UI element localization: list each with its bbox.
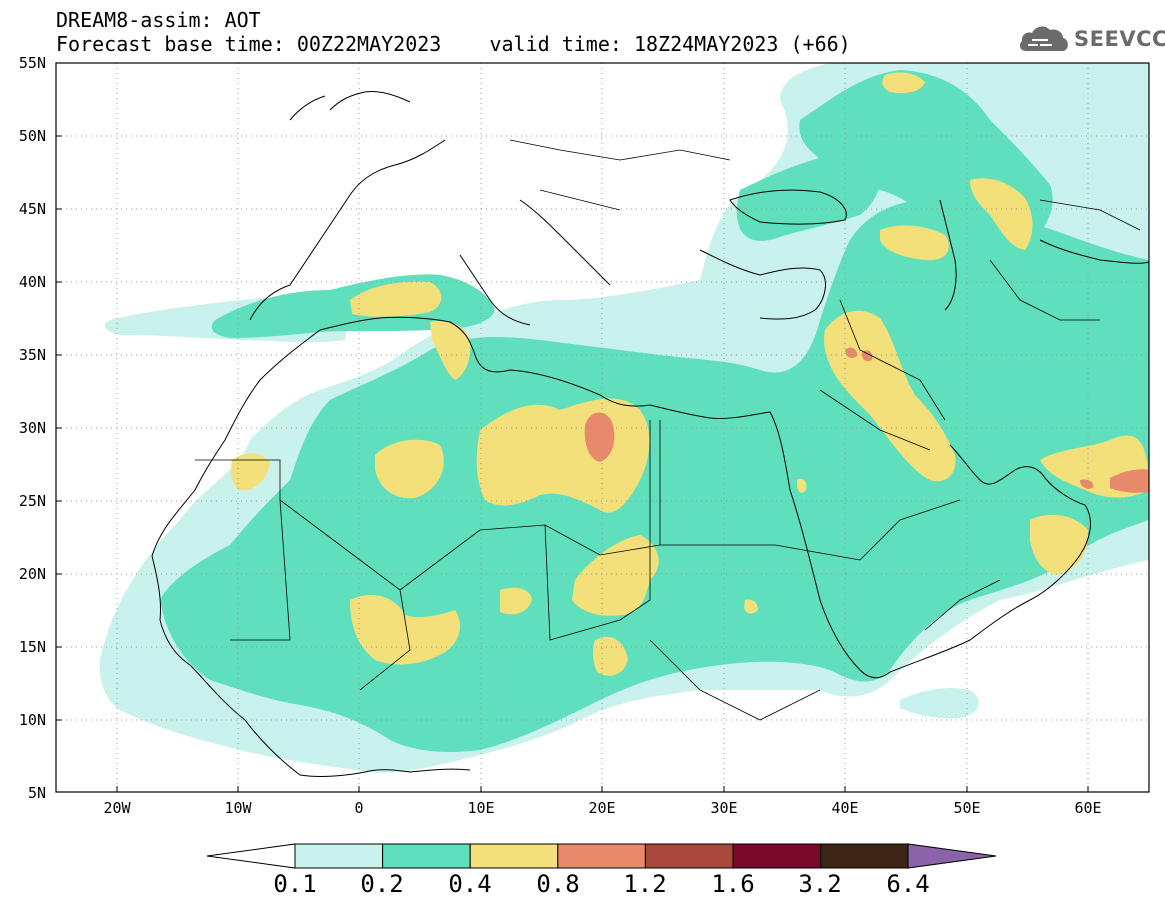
colorbar-label: 1.6 [711, 870, 755, 898]
colorbar-label: 0.4 [448, 870, 492, 898]
lon-label: 10E [467, 799, 495, 817]
lat-label: 45N [18, 200, 46, 218]
coastlines [151, 91, 1149, 777]
lat-label: 15N [18, 638, 46, 656]
lat-label: 40N [18, 273, 46, 291]
aot-band-0.8 [584, 347, 1149, 493]
cloud-logo-icon [1019, 26, 1068, 51]
lon-label: 20W [103, 799, 131, 817]
colorbar-label: 0.1 [273, 870, 317, 898]
lon-label: 40E [831, 799, 859, 817]
forecast-time-line: Forecast base time: 00Z22MAY2023 valid t… [56, 32, 851, 56]
logo-text: SEEVCCC [1074, 27, 1165, 51]
lon-label: 50E [953, 799, 981, 817]
lon-label: 0 [354, 799, 364, 817]
lat-lon-grid [56, 63, 1149, 792]
seevccc-logo: SEEVCCC [1018, 22, 1165, 56]
colorbar-label: 0.2 [360, 870, 404, 898]
lat-label: 5N [27, 784, 46, 802]
country-borders [195, 139, 1141, 721]
lat-label: 25N [18, 492, 46, 510]
lon-label: 30E [710, 799, 738, 817]
lat-label: 20N [18, 565, 46, 583]
lat-label: 30N [18, 419, 46, 437]
lat-label: 10N [18, 711, 46, 729]
colorbar-label: 6.4 [886, 870, 930, 898]
colorbar-label: 3.2 [798, 870, 842, 898]
colorbar-label: 0.8 [536, 870, 580, 898]
lat-label: 35N [18, 346, 46, 364]
lat-label: 50N [18, 127, 46, 145]
lon-label: 60E [1074, 799, 1102, 817]
colorbar-label: 1.2 [623, 870, 667, 898]
chart-title: DREAM8-assim: AOT [56, 8, 261, 32]
lon-label: 10W [224, 799, 252, 817]
lat-label: 55N [18, 54, 46, 72]
lon-label: 20E [588, 799, 616, 817]
